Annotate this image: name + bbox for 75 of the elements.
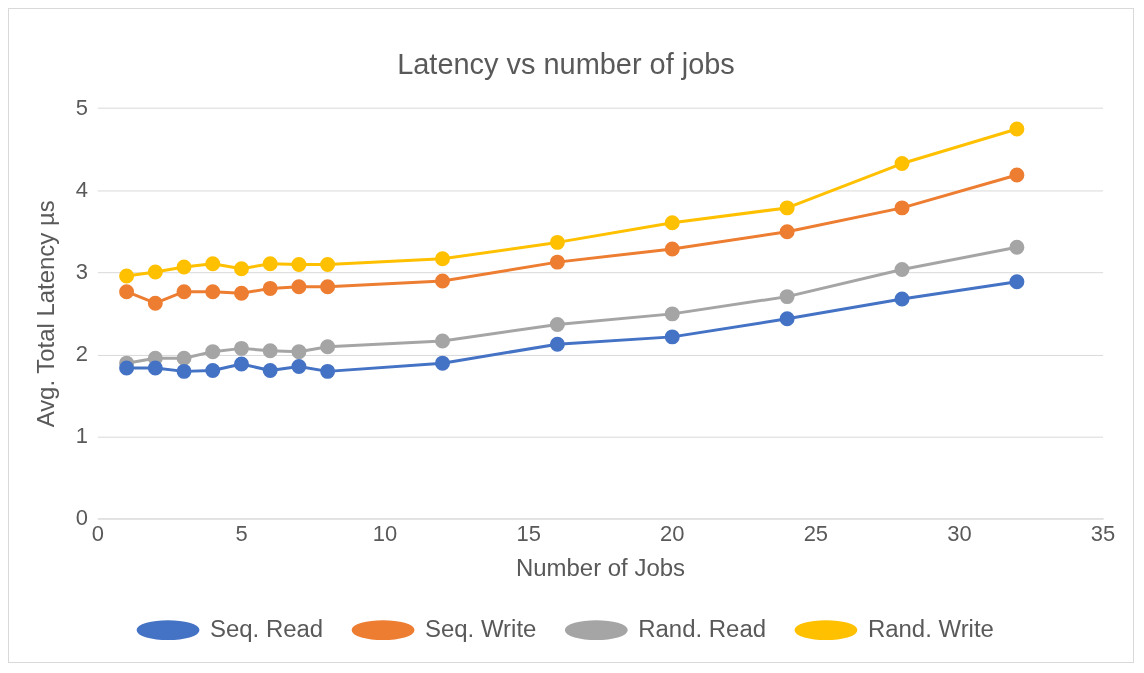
point [262,343,278,359]
point [147,264,163,280]
y-tick-label: 2 [75,341,88,366]
point [1009,167,1025,183]
point [205,284,221,300]
point [320,257,336,273]
y-tick-label: 3 [75,258,88,284]
point [435,273,450,289]
x-tick-label: 25 [803,521,829,547]
point [119,268,135,284]
point [291,358,307,374]
point [435,333,450,349]
point [1009,121,1025,137]
point [894,156,910,172]
point [664,241,680,257]
point [779,311,795,327]
point [549,234,565,250]
point [549,317,565,333]
point [147,360,163,376]
point [435,251,450,267]
point [779,289,795,305]
point [262,280,278,296]
point [779,200,795,216]
x-tick-label: 0 [91,521,104,547]
x-tick-label: 15 [516,521,541,547]
x-tick-label: 10 [372,521,398,547]
legend-label: Seq. Read [209,614,324,642]
x-tick-label: 5 [235,521,248,547]
point [233,356,249,372]
legend-label: Rand. Read [638,614,767,642]
point [147,295,163,311]
point [205,363,221,379]
y-tick-label: 1 [75,423,88,449]
y-tick-label: 5 [75,94,88,120]
point [233,340,249,356]
point [233,285,249,301]
point [205,256,221,272]
y-tick-label: 0 [75,505,88,531]
point [320,363,336,379]
point [233,261,249,277]
point [549,254,565,270]
point [176,363,192,379]
x-tick-label: 35 [1090,521,1116,547]
point [320,279,336,295]
y-axis-title: Avg. Total Latency µs [31,200,59,428]
point [1009,239,1025,255]
legend-label: Seq. Write [424,614,537,642]
point [262,256,278,272]
point [894,200,910,216]
point [435,355,450,371]
x-tick-label: 20 [660,521,685,547]
point [1009,274,1025,290]
point [119,360,135,376]
point [176,259,192,275]
point [664,306,680,322]
point [291,257,307,273]
point [664,329,680,345]
point [119,284,135,300]
legend-label: Rand. Write [867,614,994,642]
point [320,339,336,355]
point [176,350,192,366]
point [664,215,680,231]
point [894,262,910,277]
point [549,336,565,352]
point [894,291,910,307]
y-tick-label: 4 [75,176,88,202]
point [779,224,795,240]
x-axis-title: Number of Jobs [515,554,686,582]
point [205,344,221,360]
x-tick-label: 30 [947,521,972,547]
point [262,363,278,379]
point [291,279,307,295]
point [291,344,307,360]
chart-title: Latency vs number of jobs [397,48,735,81]
point [176,284,192,300]
